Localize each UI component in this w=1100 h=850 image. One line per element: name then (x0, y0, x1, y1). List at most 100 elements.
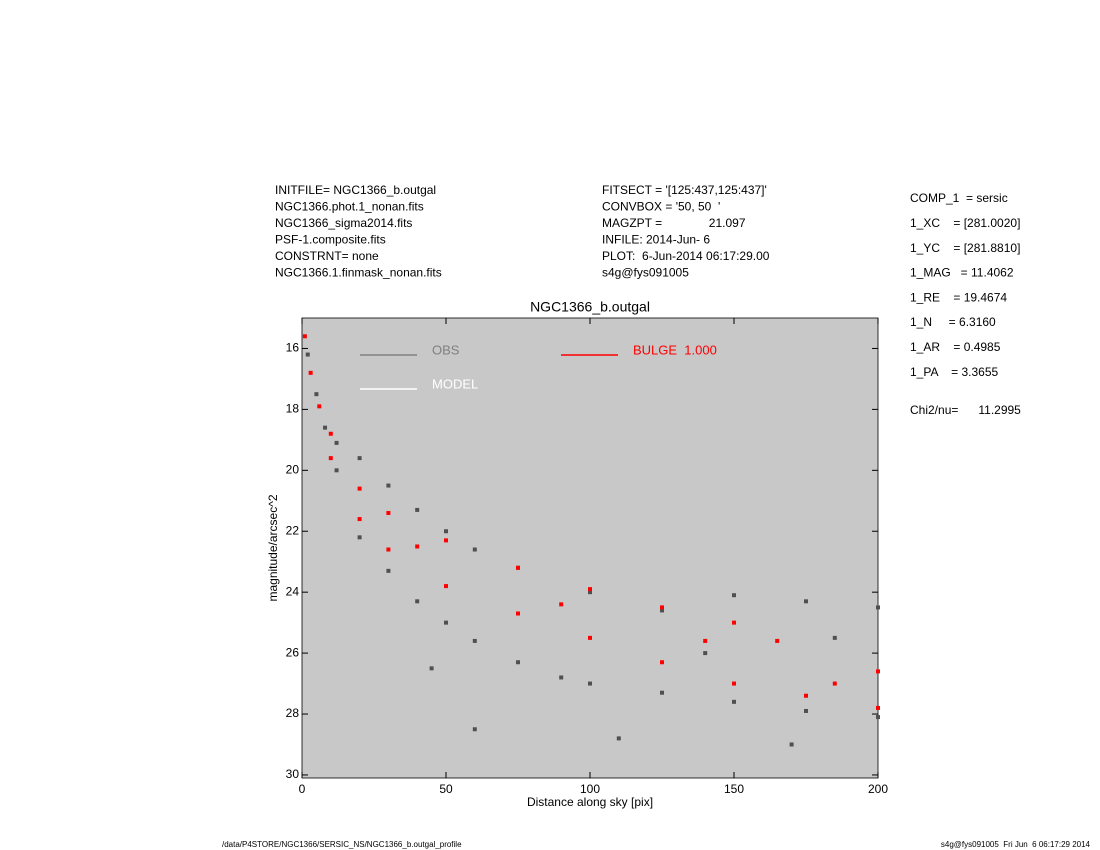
data-point (660, 608, 664, 613)
data-point (732, 620, 736, 625)
x-tick-label: 0 (299, 782, 306, 796)
data-point (357, 535, 362, 540)
data-point (415, 507, 420, 512)
data-point (775, 638, 780, 643)
data-point (804, 599, 808, 604)
component-param: 1_AR = 0.4985 (910, 340, 1001, 354)
y-tick-label: 16 (286, 341, 300, 355)
data-point (588, 587, 592, 592)
data-point (386, 547, 391, 552)
x-axis-label: Distance along sky [pix] (527, 795, 653, 809)
x-tick-label: 50 (439, 782, 453, 796)
component-param: 1_PA = 3.3655 (910, 365, 999, 379)
data-point (429, 666, 434, 671)
header-middle: s4g@fys091005 (602, 266, 689, 280)
data-point (415, 599, 420, 604)
data-point (444, 538, 448, 543)
header-left: PSF-1.composite.fits (275, 233, 386, 247)
header-left: CONSTRNT= none (275, 249, 379, 263)
data-point (588, 681, 592, 686)
header-middle: INFILE: 2014-Jun- 6 (602, 233, 710, 247)
header-left: NGC1366.phot.1_nonan.fits (275, 200, 424, 214)
footer-path: /data/P4STORE/NGC1366/SERSIC_NS/NGC1366_… (222, 840, 462, 849)
header-middle: FITSECT = '[125:437,125:437]' (602, 183, 767, 197)
data-point (472, 727, 477, 732)
component-param: 1_YC = [281.8810] (910, 241, 1020, 255)
data-point (732, 681, 736, 686)
header-left: INITFILE= NGC1366_b.outgal (275, 183, 436, 197)
component-param: 1_RE = 19.4674 (910, 290, 1007, 304)
x-tick-label: 150 (724, 782, 744, 796)
component-param: 1_XC = [281.0020] (910, 216, 1020, 230)
data-point (444, 529, 448, 534)
data-point (302, 334, 307, 339)
chi-square: Chi2/nu= 11.2995 (910, 403, 1021, 417)
header-middle: MAGZPT = 21.097 (602, 216, 746, 230)
data-point (660, 660, 664, 665)
data-point (328, 431, 333, 436)
data-point (876, 715, 880, 720)
data-point (317, 404, 322, 409)
data-point (472, 547, 477, 552)
data-point (444, 620, 448, 625)
plot-area (301, 317, 879, 779)
data-point (616, 736, 621, 741)
data-point (516, 611, 520, 616)
y-tick-label: 24 (286, 584, 300, 598)
y-axis-label: magnitude/arcsec^2 (266, 494, 280, 601)
data-point (516, 660, 520, 665)
legend-label: MODEL (432, 376, 478, 391)
x-tick-label: 100 (580, 782, 600, 796)
data-point (357, 486, 362, 491)
data-point (832, 635, 837, 640)
data-point (832, 681, 837, 686)
data-point (588, 590, 592, 595)
data-point (308, 370, 313, 375)
data-point (357, 456, 362, 461)
data-point (804, 693, 808, 698)
data-point (444, 584, 448, 589)
component-param: COMP_1 = sersic (910, 191, 1008, 205)
data-point (732, 699, 736, 704)
data-point (559, 602, 564, 607)
footer-stamp: s4g@fys091005 Fri Jun 6 06:17:29 2014 (941, 840, 1091, 849)
header-left: NGC1366.1.finmask_nonan.fits (275, 266, 442, 280)
data-point (334, 468, 339, 473)
chart-title: NGC1366_b.outgal (530, 299, 650, 315)
data-point (328, 456, 333, 461)
data-point (472, 638, 477, 643)
data-point (876, 669, 880, 674)
data-point (660, 690, 664, 695)
y-tick-label: 26 (286, 645, 300, 659)
data-point (357, 517, 362, 522)
y-tick-label: 22 (286, 523, 300, 537)
data-point (305, 352, 310, 357)
data-point (789, 742, 794, 747)
data-point (415, 544, 420, 549)
header-left: NGC1366_sigma2014.fits (275, 216, 412, 230)
y-tick-label: 30 (286, 767, 300, 781)
data-point (386, 510, 391, 515)
data-point (804, 708, 808, 713)
header-middle: PLOT: 6-Jun-2014 06:17:29.00 (602, 249, 770, 263)
legend-label: OBS (432, 342, 460, 357)
header-middle: CONVBOX = '50, 50 ' (602, 200, 720, 214)
y-tick-label: 20 (286, 462, 300, 476)
data-point (323, 425, 328, 430)
data-point (386, 568, 391, 573)
data-point (732, 593, 736, 598)
data-point (703, 638, 708, 643)
data-point (876, 705, 880, 710)
data-point (314, 392, 319, 397)
data-point (516, 565, 520, 570)
data-point (660, 605, 664, 610)
data-point (334, 440, 339, 445)
component-param: 1_MAG = 11.4062 (910, 266, 1014, 280)
y-tick-label: 18 (286, 402, 300, 416)
component-param: 1_N = 6.3160 (910, 315, 996, 329)
x-tick-label: 200 (868, 782, 888, 796)
data-point (703, 651, 708, 656)
data-point (559, 675, 564, 680)
data-point (588, 635, 592, 640)
